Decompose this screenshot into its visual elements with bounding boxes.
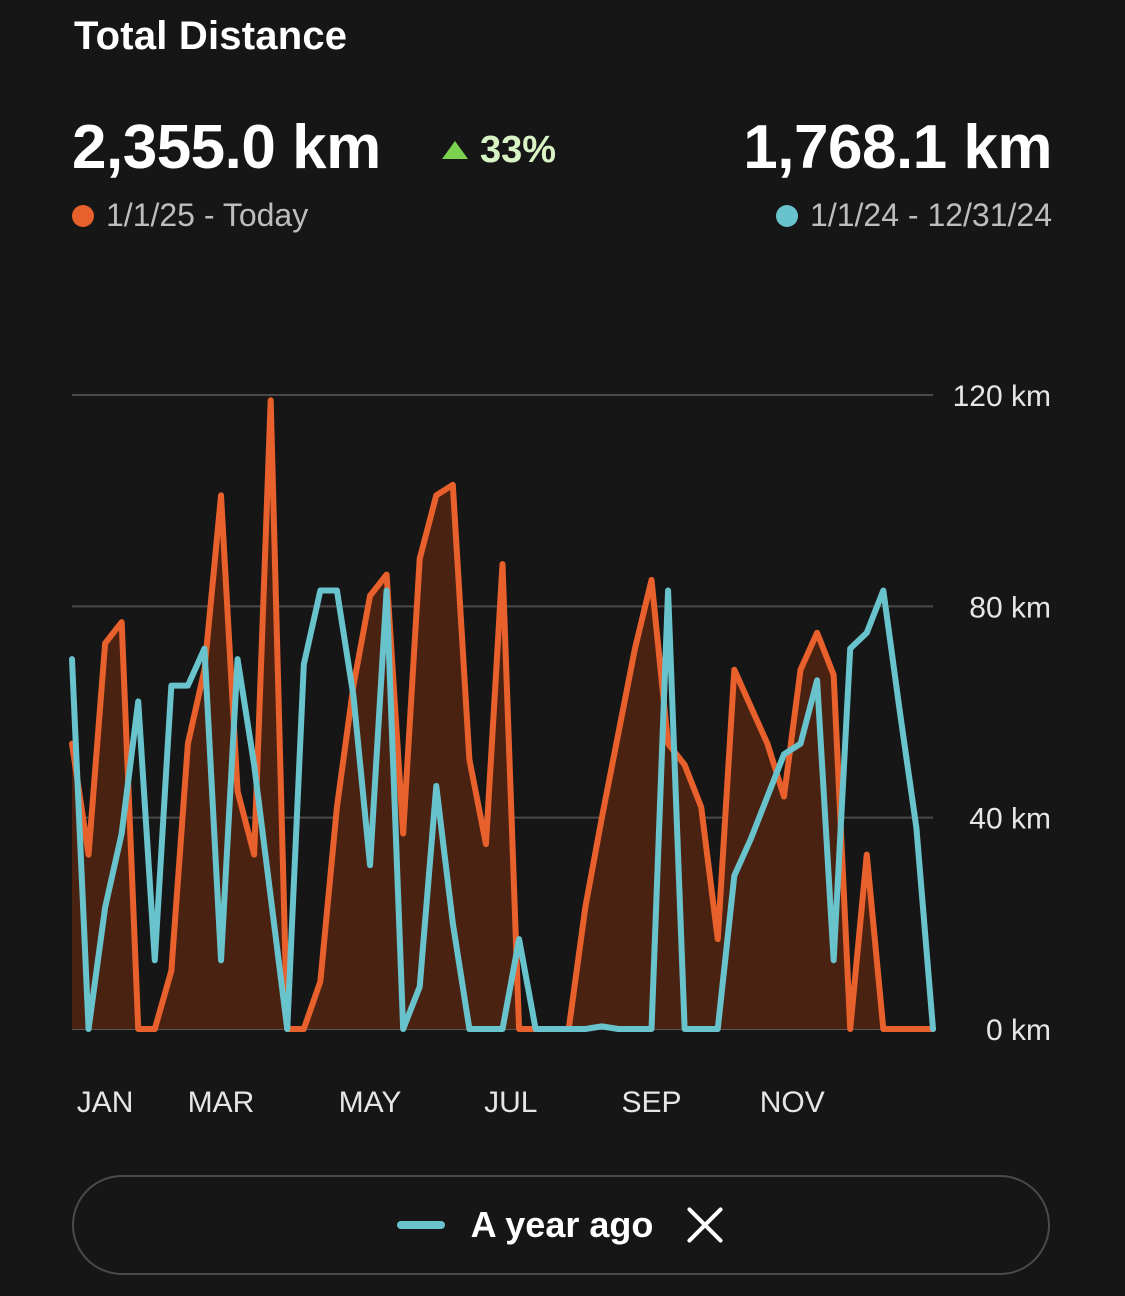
x-tick-label: NOV [760,1086,825,1119]
previous-total: 1,768.1 km [743,113,1052,182]
y-tick-label: 120 km [953,380,1051,413]
previous-range: 1/1/24 - 12/31/24 [776,197,1052,234]
current-series-area [72,400,933,1029]
comparison-pill[interactable]: A year ago [72,1175,1050,1275]
current-series-dot-icon [72,204,94,227]
previous-range-label: 1/1/24 - 12/31/24 [810,197,1052,233]
x-tick-label: JAN [77,1086,134,1119]
x-tick-label: JUL [484,1086,537,1119]
chart-title: Total Distance [74,14,348,58]
up-triangle-icon [442,140,468,159]
y-tick-label: 40 km [969,803,1051,836]
previous-series-line [69,587,936,1032]
current-range-label: 1/1/25 - Today [106,197,309,233]
comparison-label: A year ago [470,1204,654,1245]
x-tick-label: SEP [622,1086,682,1119]
previous-series-line-icon [396,1221,445,1229]
current-total: 2,355.0 km [72,113,381,182]
change-indicator: 33% [442,129,556,172]
y-tick-label: 80 km [969,591,1051,624]
current-range: 1/1/25 - Today [72,197,308,234]
x-tick-label: MAR [188,1086,255,1119]
y-tick-label: 0 km [986,1014,1051,1047]
x-tick-label: MAY [339,1086,402,1119]
distance-chart: 120 km 80 km 40 km 0 km JAN MAR MAY JUL SEP NOV [69,380,1051,1119]
change-percent: 33% [480,129,557,171]
previous-series-dot-icon [776,204,799,227]
close-icon[interactable] [685,1205,725,1245]
